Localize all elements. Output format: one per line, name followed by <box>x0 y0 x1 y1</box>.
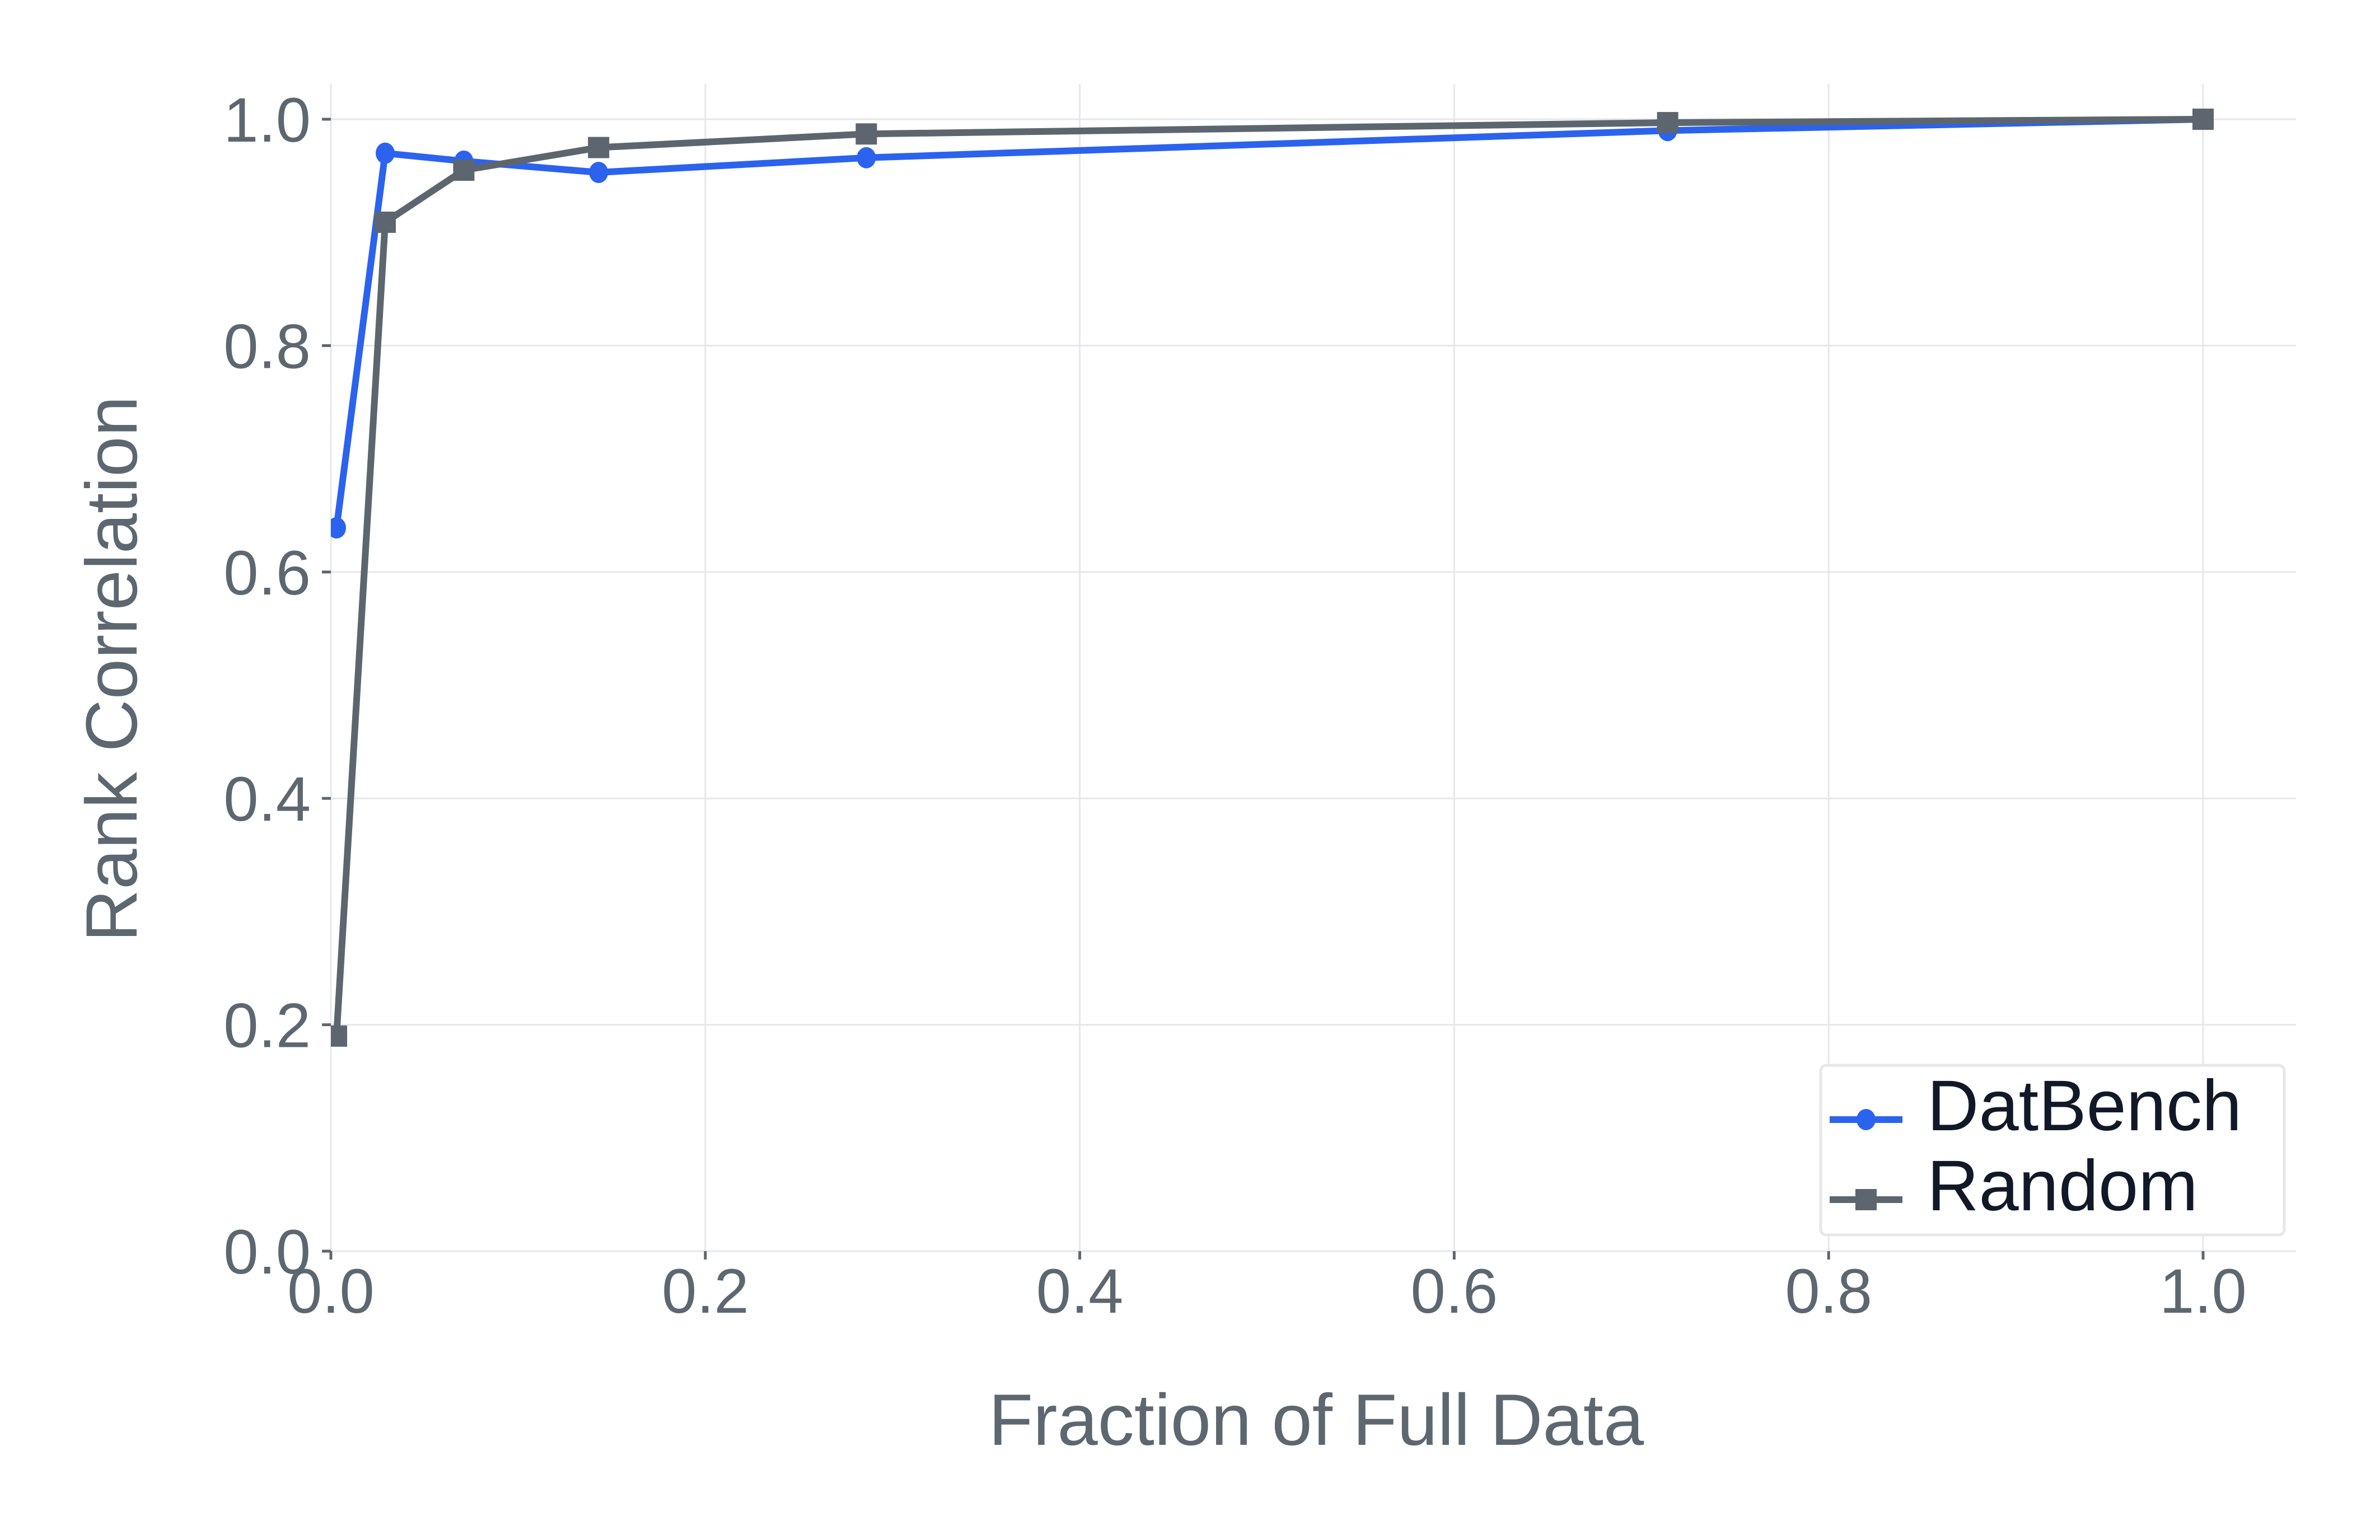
y-axis-tick-labels: 0.0 0.2 0.4 0.6 0.8 1.0 <box>223 85 311 1287</box>
square-marker-icon <box>1657 112 1678 134</box>
series-line <box>333 116 2204 1037</box>
circle-marker-icon <box>375 142 395 164</box>
series-line <box>333 116 2204 528</box>
square-marker-icon <box>453 159 475 181</box>
x-tick-label: 0.0 <box>287 1256 375 1326</box>
y-tick-label: 1.0 <box>223 85 311 155</box>
legend-label-random: Random <box>1927 1146 2198 1226</box>
square-marker-icon <box>374 212 396 233</box>
circle-marker-icon <box>589 162 609 184</box>
series-datbench <box>331 109 2213 539</box>
y-tick-label: 0.8 <box>223 311 311 381</box>
x-tick-label: 0.6 <box>1411 1256 1498 1326</box>
x-tick-label: 0.8 <box>1785 1256 1872 1326</box>
square-marker-icon <box>331 1025 348 1047</box>
grid-lines <box>330 84 2296 1252</box>
data-series <box>331 109 2214 1047</box>
y-axis-title: Rank Correlation <box>71 396 152 942</box>
square-marker-icon <box>588 137 610 158</box>
x-tick-label: 1.0 <box>2159 1256 2247 1326</box>
x-axis-title: Fraction of Full Data <box>989 1379 1644 1461</box>
legend: DatBench Random <box>1819 1064 2286 1237</box>
circle-marker-icon <box>1857 1109 1876 1130</box>
y-tick-label: 0.2 <box>223 991 311 1061</box>
x-axis-tick-labels: 0.0 0.2 0.4 0.6 0.8 1.0 <box>287 1256 2247 1326</box>
legend-item-random[interactable]: Random <box>1830 1146 2198 1226</box>
legend-label-datbench: DatBench <box>1927 1066 2242 1146</box>
x-tick-label: 0.2 <box>662 1256 749 1326</box>
square-marker-icon <box>1855 1189 1877 1210</box>
y-tick-label: 0.0 <box>223 1217 311 1287</box>
legend-item-datbench[interactable]: DatBench <box>1830 1066 2242 1146</box>
square-marker-icon <box>2192 109 2214 130</box>
x-tick-label: 0.4 <box>1036 1256 1124 1326</box>
legend-box <box>1819 1064 2286 1237</box>
axis-ticks <box>322 118 2205 1260</box>
series-random <box>331 109 2214 1047</box>
y-tick-label: 0.6 <box>223 538 311 608</box>
square-marker-icon <box>855 123 877 145</box>
circle-marker-icon <box>857 147 876 168</box>
y-tick-label: 0.4 <box>223 764 311 834</box>
circle-marker-icon <box>331 517 347 539</box>
